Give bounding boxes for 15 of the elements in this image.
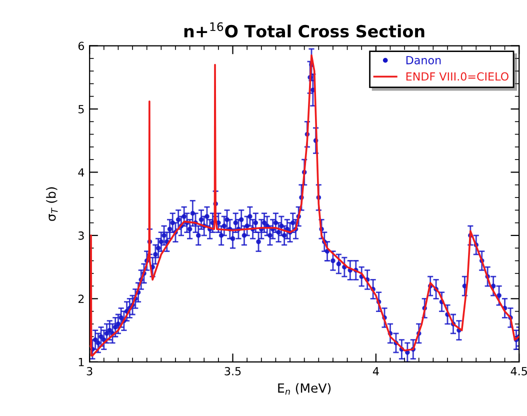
y-tick-label: 4: [78, 168, 84, 176]
y-tick-label: 5: [78, 105, 84, 114]
y-axis-title: σ$_{T}$ (b): [46, 187, 58, 221]
x-tick-label: 4.5: [510, 367, 527, 376]
legend-label: Danon: [406, 56, 441, 64]
y-tick-label: 2: [78, 294, 84, 303]
x-tick-label: 3: [86, 366, 92, 376]
y-tick-label: 3: [78, 231, 84, 240]
y-tick-label: 6: [78, 42, 84, 50]
legend-label: ENDF VIII.0=CIELO: [406, 72, 508, 81]
y-tick-label: 1: [78, 358, 84, 366]
x-tick-label: 4: [372, 367, 379, 376]
x-tick-label: 3.5: [224, 366, 241, 376]
chart-title: n+$^{16}$O Total Cross Section: [184, 22, 424, 38]
x-axis-title: E$_{n}$ (MeV): [278, 383, 331, 395]
